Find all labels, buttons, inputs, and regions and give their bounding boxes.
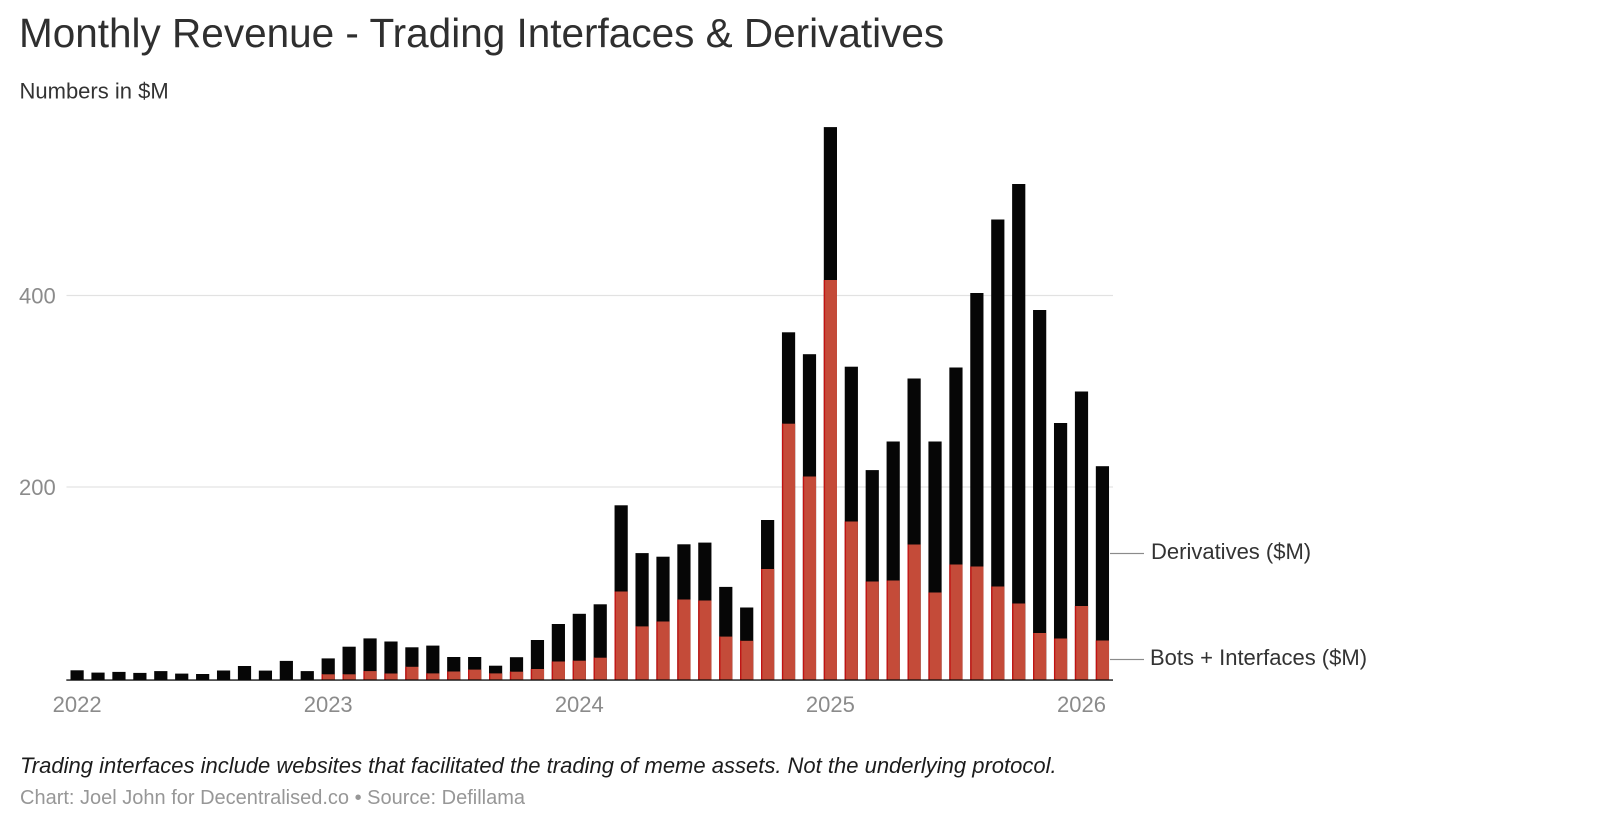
svg-text:2024: 2024 bbox=[555, 692, 604, 717]
svg-text:200: 200 bbox=[19, 475, 56, 500]
svg-text:Chart: Joel John for Decentral: Chart: Joel John for Decentralised.co • … bbox=[20, 787, 526, 809]
svg-text:2022: 2022 bbox=[53, 692, 102, 717]
svg-text:2026: 2026 bbox=[1057, 692, 1106, 717]
svg-text:400: 400 bbox=[19, 284, 56, 309]
svg-text:2025: 2025 bbox=[806, 692, 855, 717]
svg-text:Numbers in $M: Numbers in $M bbox=[20, 78, 169, 103]
svg-text:Derivatives ($M): Derivatives ($M) bbox=[1151, 539, 1311, 564]
svg-text:Bots + Interfaces ($M): Bots + Interfaces ($M) bbox=[1150, 645, 1367, 670]
svg-text:2023: 2023 bbox=[304, 692, 353, 717]
svg-text:Monthly Revenue - Trading Inte: Monthly Revenue - Trading Interfaces & D… bbox=[19, 10, 944, 56]
svg-text:Trading interfaces include web: Trading interfaces include websites that… bbox=[20, 753, 1057, 778]
